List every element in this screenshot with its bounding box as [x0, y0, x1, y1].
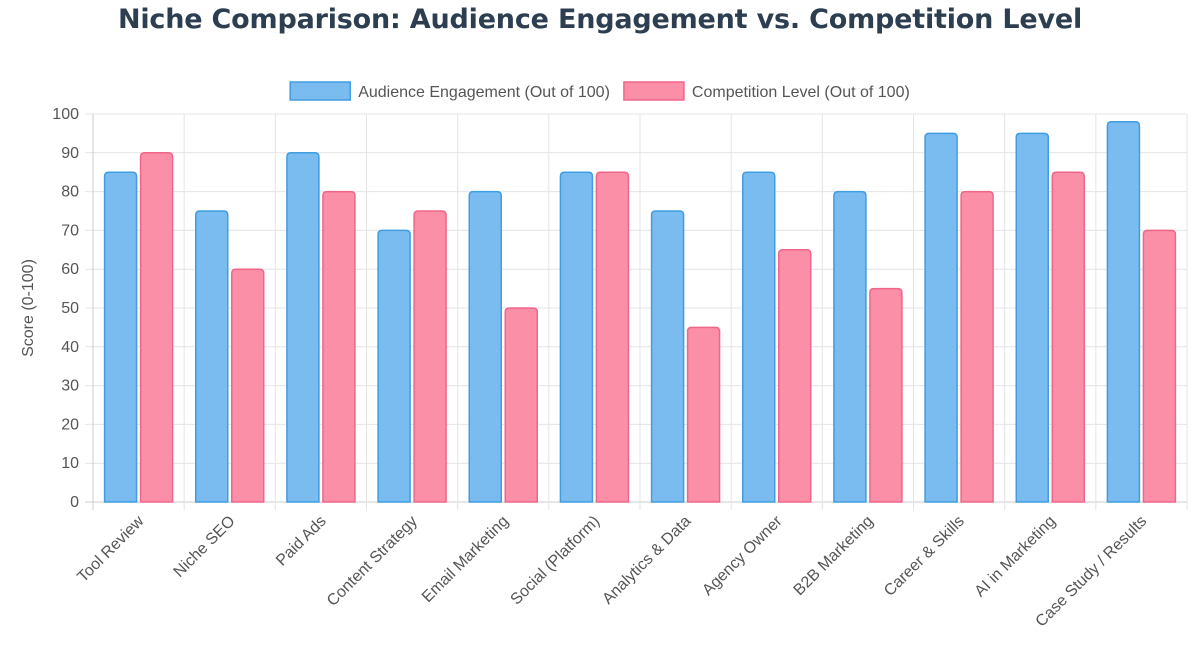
y-tick-label: 40: [61, 339, 79, 356]
x-tick-label: Niche SEO: [171, 513, 239, 581]
x-tick-label: Agency Owner: [699, 512, 786, 599]
x-tick-label: Content Strategy: [324, 513, 421, 610]
x-tick-label: AI in Marketing: [972, 513, 1059, 600]
bar-engagement: [650, 210, 685, 503]
bar-competition: [960, 190, 994, 503]
bar-competition: [686, 326, 721, 503]
legend-swatch: [289, 81, 351, 101]
bar-competition: [504, 307, 538, 503]
bar-engagement: [742, 171, 776, 503]
y-tick-label: 30: [61, 378, 79, 395]
bar-competition: [139, 152, 174, 503]
bar-competition: [231, 268, 265, 503]
bar-competition: [778, 249, 812, 503]
y-tick-label: 80: [61, 184, 79, 201]
bar-competition: [1142, 229, 1177, 503]
bar-engagement: [1106, 121, 1141, 503]
legend-label: Competition Level (Out of 100): [692, 84, 910, 101]
x-tick-label: Career & Skills: [881, 513, 968, 600]
y-tick-label: 50: [61, 300, 79, 317]
bar-competition: [1051, 171, 1085, 503]
bar-engagement: [833, 190, 867, 503]
bar-engagement: [924, 132, 958, 503]
y-tick-label: 10: [61, 455, 79, 472]
y-tick-label: 100: [52, 106, 79, 123]
x-tick-label: Analytics & Data: [599, 513, 694, 608]
bar-engagement: [195, 210, 229, 503]
grid-lines: [85, 113, 1188, 510]
x-tick-label: Tool Review: [74, 512, 147, 585]
legend: Audience Engagement (Out of 100) Competit…: [289, 81, 910, 101]
bar-engagement: [377, 229, 411, 503]
bar-competition: [413, 210, 447, 503]
bar-engagement: [559, 171, 594, 503]
x-tick-label: B2B Marketing: [791, 513, 877, 599]
y-tick-label: 60: [61, 261, 79, 278]
y-tick-label: 90: [61, 145, 79, 162]
y-tick-label: 0: [70, 494, 79, 511]
bar-competition: [595, 171, 630, 503]
x-tick-label: Paid Ads: [273, 513, 330, 570]
bar-engagement: [1015, 132, 1049, 503]
bar-engagement: [103, 171, 138, 503]
chart-title: Niche Comparison: Audience Engagement vs…: [117, 4, 1083, 35]
legend-swatch: [623, 81, 685, 101]
legend-label: Audience Engagement (Out of 100): [358, 84, 610, 101]
y-tick-label: 20: [61, 416, 79, 433]
bar-engagement: [286, 152, 320, 503]
bars: [103, 121, 1177, 503]
x-tick-label: Social (Platform): [508, 513, 604, 609]
y-axis-title: Score (0-100): [20, 259, 37, 357]
y-tick-label: 70: [61, 222, 79, 239]
bar-competition: [322, 190, 356, 503]
bar-competition: [869, 287, 903, 503]
bar-engagement: [468, 190, 502, 503]
x-tick-label: Email Marketing: [419, 513, 512, 606]
